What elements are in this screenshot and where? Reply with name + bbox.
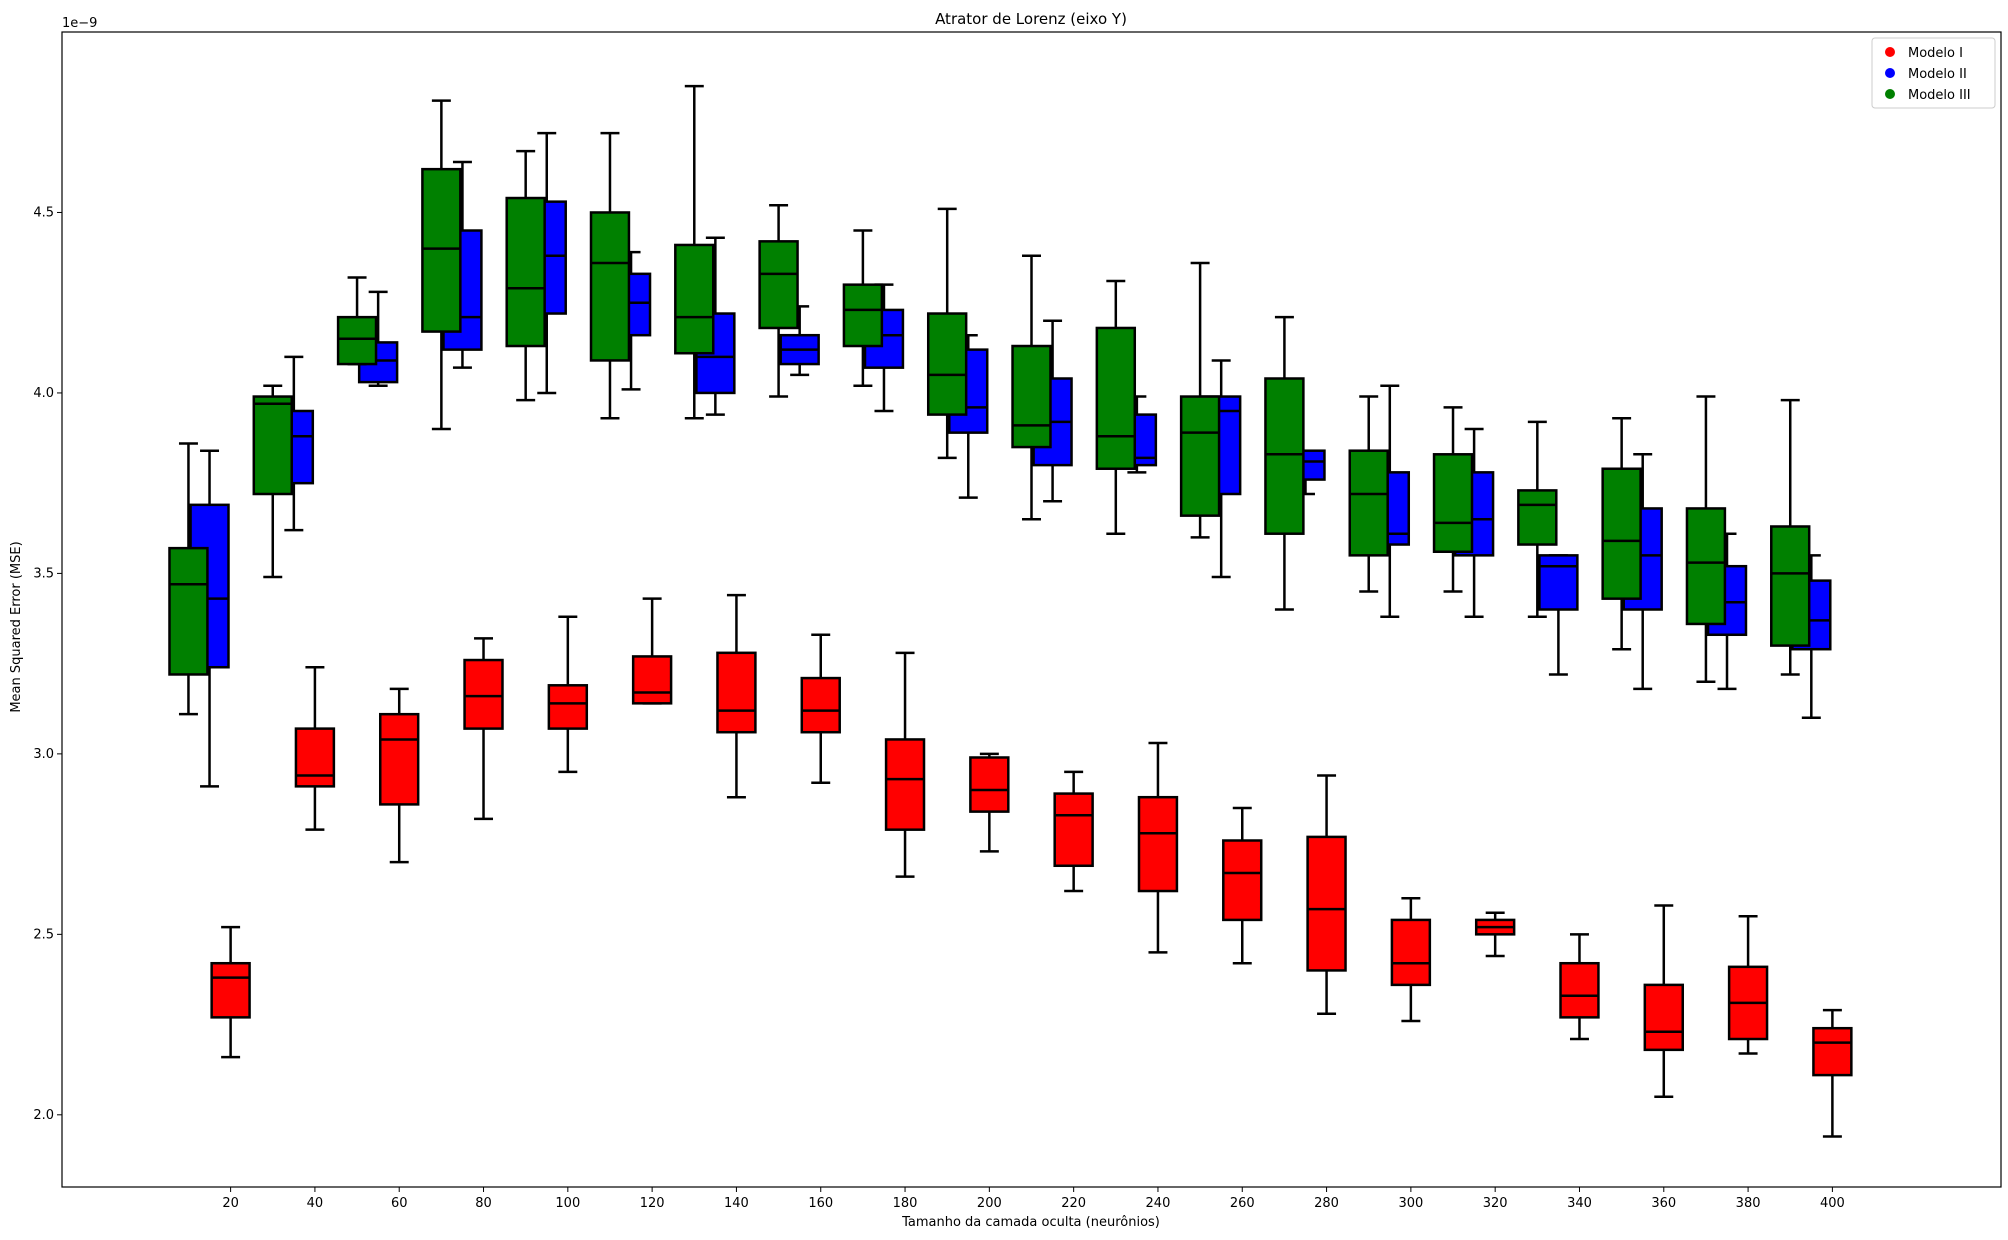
box (800, 676, 841, 734)
y-tick-label: 2.0 (33, 1108, 54, 1123)
y-tick-label: 3.5 (33, 566, 54, 581)
x-tick-label: 20 (222, 1196, 239, 1211)
box (1264, 377, 1305, 535)
x-tick-label: 40 (307, 1196, 324, 1211)
y-axis-label: Mean Squared Error (MSE) (9, 541, 24, 712)
box (716, 651, 757, 734)
box (1348, 449, 1389, 557)
box (1643, 983, 1685, 1052)
box (421, 167, 462, 333)
x-tick-label: 160 (808, 1196, 833, 1211)
x-axis-label: Tamanho da camada oculta (neurônios) (901, 1215, 1160, 1230)
box (1095, 326, 1137, 470)
y-tick-label: 3.0 (33, 747, 54, 762)
box (1685, 507, 1727, 626)
y-tick-label: 2.5 (33, 927, 54, 942)
box (294, 727, 336, 788)
x-tick-label: 360 (1651, 1196, 1676, 1211)
x-tick-label: 200 (977, 1196, 1002, 1211)
x-tick-label: 400 (1820, 1196, 1845, 1211)
x-tick-label: 120 (640, 1196, 665, 1211)
plot-frame (61, 31, 2002, 1188)
box (1306, 835, 1347, 972)
legend-marker (1885, 47, 1895, 57)
box (1137, 795, 1179, 893)
box (631, 655, 673, 705)
box (758, 240, 799, 330)
x-tick-label: 140 (724, 1196, 749, 1211)
box (547, 684, 589, 730)
x-tick-label: 60 (391, 1196, 408, 1211)
box (1390, 918, 1432, 987)
x-tick-label: 240 (1146, 1196, 1171, 1211)
x-tick-label: 280 (1314, 1196, 1339, 1211)
x-tick-label: 300 (1398, 1196, 1423, 1211)
box (969, 756, 1010, 813)
box (926, 312, 968, 416)
x-tick-label: 320 (1483, 1196, 1508, 1211)
legend-label: Modelo II (1908, 67, 1967, 82)
y-tick-label: 4.5 (33, 205, 54, 220)
box (252, 395, 293, 496)
box (1812, 1026, 1853, 1077)
legend-label: Modelo III (1908, 88, 1971, 103)
box (589, 211, 631, 362)
x-tick-label: 340 (1567, 1196, 1592, 1211)
box (1222, 839, 1263, 922)
box (1053, 792, 1094, 868)
box (168, 546, 209, 676)
box (505, 196, 546, 348)
box (1601, 467, 1642, 600)
x-tick-label: 80 (475, 1196, 492, 1211)
box (1011, 344, 1052, 449)
x-tick-label: 100 (555, 1196, 580, 1211)
box (336, 315, 378, 366)
box (884, 738, 926, 831)
x-tick-label: 380 (1736, 1196, 1761, 1211)
plot-area: 2.0 2.5 3.0 3.5 4.0 4.5 20 40 60 80 100 120 140 160 18… (33, 84, 1853, 1211)
y-tick-label: 4.0 (33, 386, 54, 401)
legend-marker (1885, 89, 1895, 99)
box (378, 712, 420, 806)
box (210, 961, 251, 1019)
x-tick-label: 260 (1230, 1196, 1255, 1211)
box (1559, 961, 1600, 1019)
chart-title: Atrator de Lorenz (eixo Y) (935, 10, 1127, 28)
series-group-3 (168, 84, 1811, 716)
box (463, 658, 504, 730)
box (842, 283, 884, 348)
x-tick-label: 180 (893, 1196, 918, 1211)
legend-frame (1871, 37, 1996, 109)
legend-label: Modelo I (1908, 46, 1963, 61)
box (1179, 395, 1221, 517)
legend: Modelo I Modelo II Modelo III (1871, 37, 1996, 109)
legend-marker (1885, 68, 1895, 78)
x-tick-label: 220 (1061, 1196, 1086, 1211)
box (674, 243, 715, 355)
y-scale-label: 1e−9 (62, 16, 97, 31)
series-group-1 (210, 593, 1853, 1138)
box (1538, 554, 1579, 611)
box (1432, 453, 1474, 553)
box (1770, 525, 1811, 647)
box (1517, 489, 1558, 546)
